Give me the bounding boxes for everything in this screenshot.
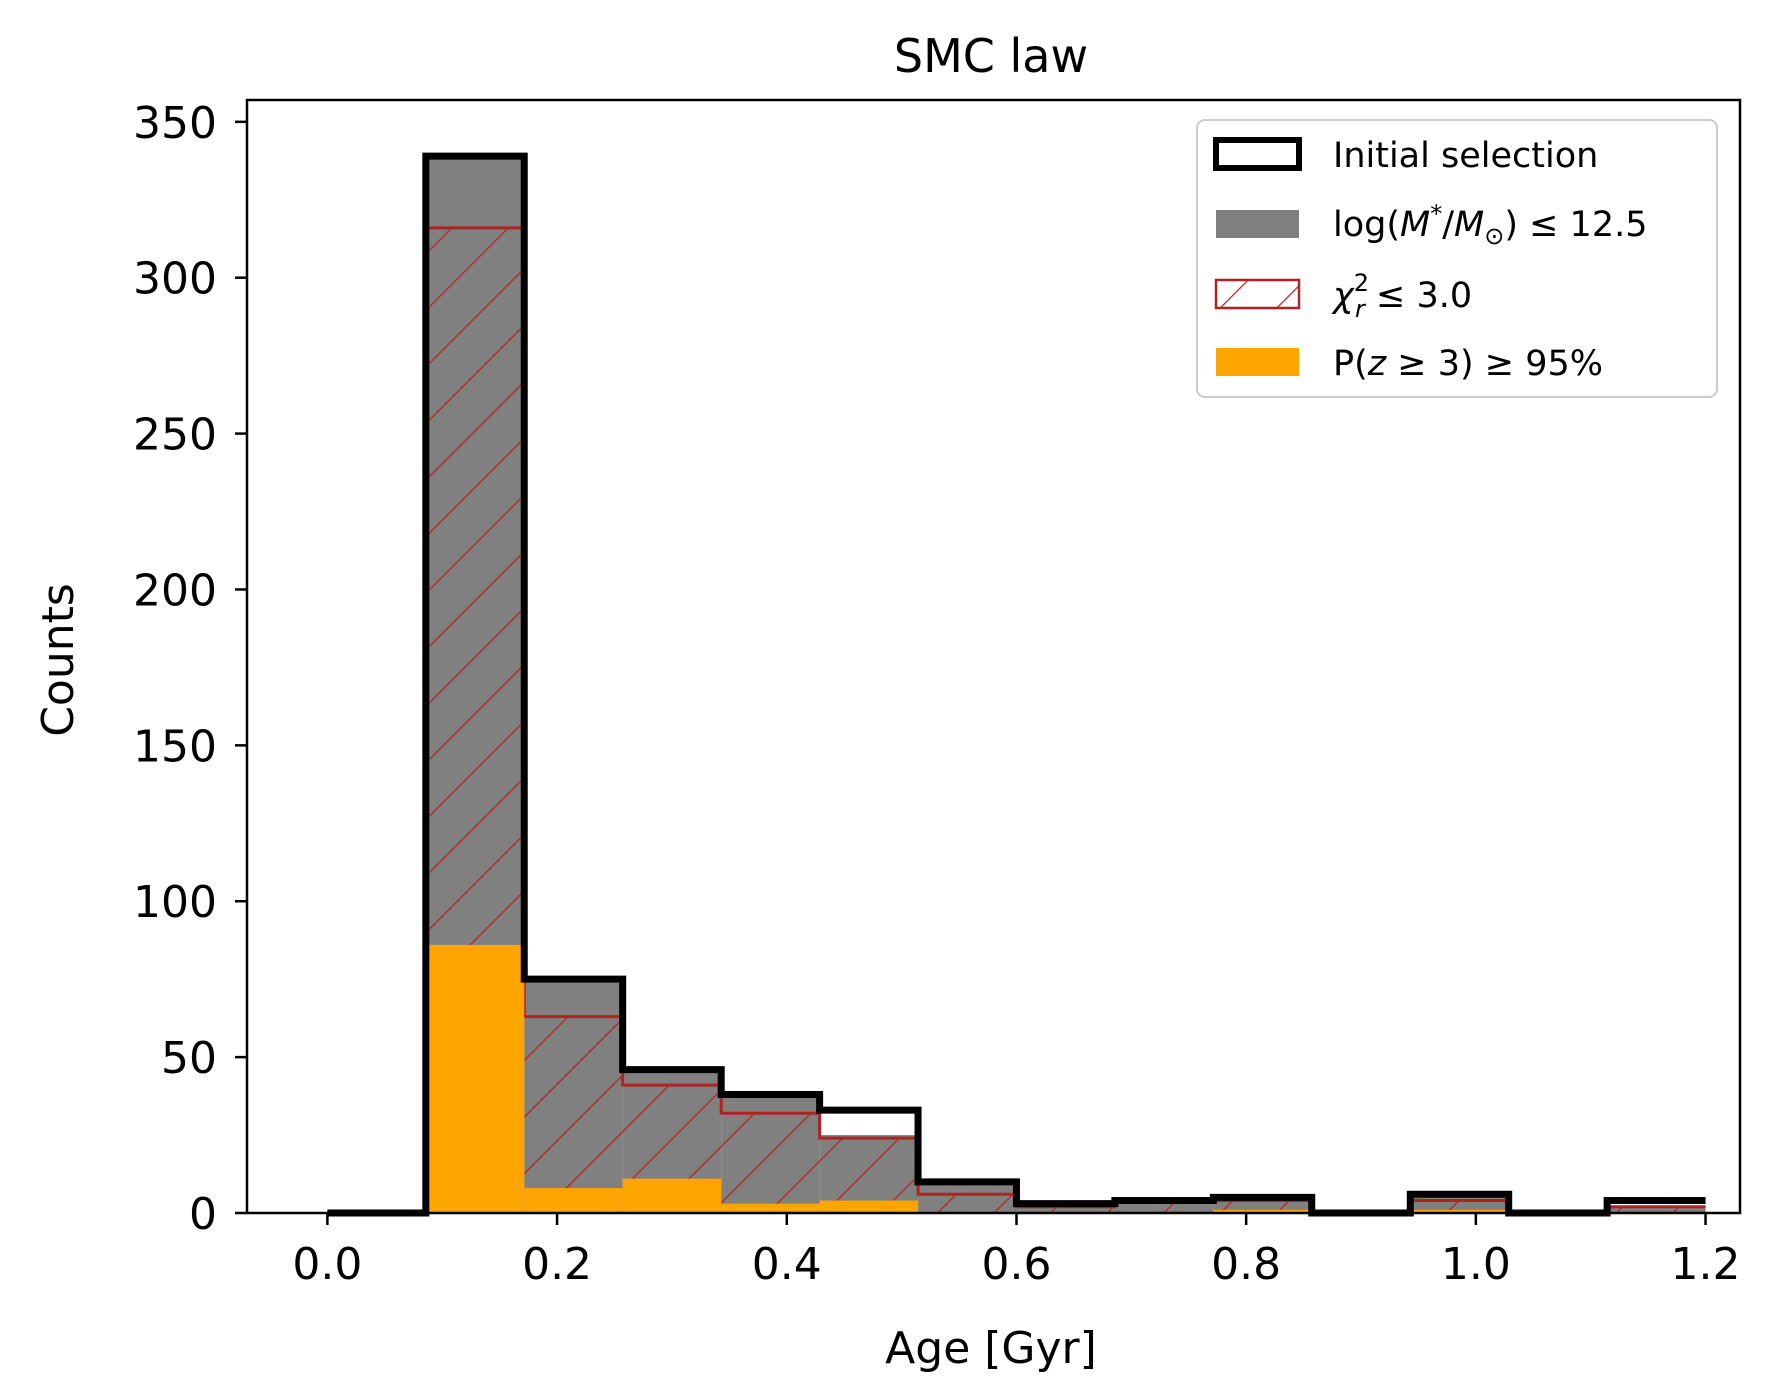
histogram-bar-photoz-cut-5: [819, 1200, 919, 1213]
x-tick-label: 1.0: [1441, 1239, 1511, 1290]
legend-label-initial-selection: Initial selection: [1333, 136, 1598, 176]
legend-label-photoz-cut: P(z ≥ 3) ≥ 95%: [1333, 344, 1603, 384]
x-tick-label: 0.2: [522, 1239, 592, 1290]
x-tick-label: 0.0: [292, 1239, 362, 1290]
histogram-bar-chi2-cut-13: [1607, 1206, 1706, 1213]
y-tick-label: 0: [189, 1189, 217, 1240]
y-tick-label: 50: [161, 1033, 217, 1084]
y-tick-label: 150: [133, 721, 217, 772]
histogram-bar-photoz-cut-4: [721, 1203, 820, 1213]
legend-entry-initial-selection: Initial selection: [1213, 136, 1598, 176]
histogram-bar-photoz-cut-2: [524, 1188, 623, 1213]
x-tick-label: 0.4: [752, 1239, 822, 1290]
y-tick-label: 250: [133, 410, 217, 461]
chart-title: SMC law: [894, 29, 1088, 83]
x-tick-label: 0.8: [1211, 1239, 1281, 1290]
y-tick-label: 200: [133, 565, 217, 616]
legend-swatch-chi2-cut: [1214, 278, 1301, 310]
legend-label-chi2-cut: χ2 r ≤ 3.0: [1331, 269, 1472, 323]
histogram-bar-chi2-cut-7: [1016, 1206, 1115, 1213]
legend-swatch-photoz-cut: [1216, 348, 1299, 376]
histogram-outline-initial: [327, 152, 1706, 1217]
legend-entry-photoz-cut: P(z ≥ 3) ≥ 95%: [1216, 344, 1603, 384]
y-tick-label: 100: [133, 877, 217, 928]
x-tick-label: 1.2: [1671, 1239, 1741, 1290]
histogram-bar-photoz-cut-3: [622, 1178, 722, 1213]
legend: Initial selection log(M*/M⊙) ≤ 12.5 χ2 r …: [1196, 119, 1718, 398]
x-axis-title: Age [Gyr]: [885, 1323, 1097, 1374]
legend-swatch-mass-cut: [1216, 210, 1299, 238]
legend-entry-mass-cut: log(M*/M⊙) ≤ 12.5: [1216, 200, 1648, 250]
x-tick-label: 0.6: [981, 1239, 1051, 1290]
histogram-bar-photoz-cut-9: [1213, 1209, 1312, 1213]
histogram-bar-chi2-cut-6: [918, 1194, 1017, 1213]
legend-frame: [1196, 119, 1718, 398]
plot-frame: [245, 98, 1742, 1215]
legend-entry-chi2-cut: χ2 r ≤ 3.0: [1214, 269, 1472, 323]
axes: 0.0 0.2 0.4 0.6 0.8 1.0 1.2 0 50 100 150 200 250 300 3…: [133, 98, 1742, 1290]
y-axis-title: Counts: [33, 583, 84, 737]
legend-swatch-initial-selection: [1213, 137, 1302, 171]
histogram-bar-photoz-cut-1: [425, 944, 525, 1213]
histogram-bar-chi2-cut-2: [524, 1016, 623, 1213]
legend-label-mass-cut: log(M*/M⊙) ≤ 12.5: [1333, 200, 1648, 250]
plot-area: [327, 152, 1706, 1217]
histogram-bar-photoz-cut-11: [1410, 1209, 1509, 1213]
y-tick-label: 350: [133, 98, 217, 149]
histogram-bar-chi2-cut-4: [721, 1113, 820, 1213]
y-tick-label: 300: [133, 254, 217, 305]
